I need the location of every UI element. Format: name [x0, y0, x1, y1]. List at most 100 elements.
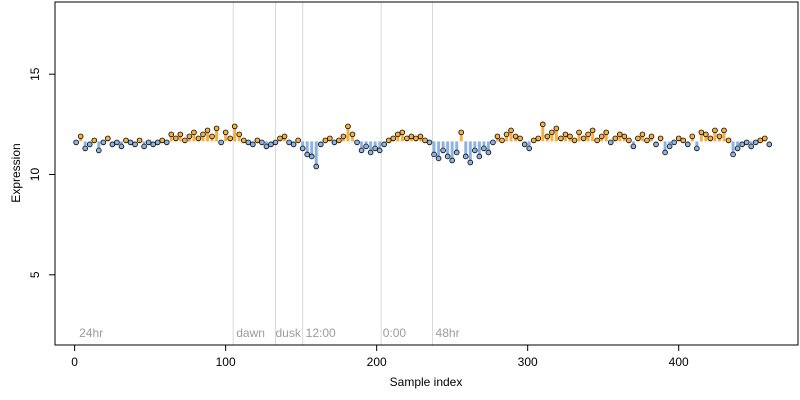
data-point: [571, 137, 578, 144]
y-tick-label: 10: [28, 168, 42, 182]
data-point: [626, 137, 632, 144]
data-point: [259, 139, 265, 146]
data-point: [580, 135, 587, 142]
data-point: [336, 137, 342, 144]
data-point: [562, 131, 569, 138]
data-point: [105, 135, 111, 142]
data-point: [462, 153, 469, 160]
data-point: [381, 141, 388, 148]
annotation-label-4: 0:00: [383, 326, 407, 340]
data-point: [684, 141, 691, 148]
data-point: [761, 135, 768, 142]
data-point: [227, 135, 233, 142]
data-point: [286, 139, 292, 146]
data-point: [327, 135, 333, 142]
data-point: [408, 133, 415, 140]
data-point: [358, 147, 365, 154]
data-point: [752, 139, 759, 146]
annotations-layer: 24hr dawn dusk 12:00 0:00 48hr: [79, 326, 459, 340]
data-point: [440, 147, 446, 154]
data-point: [503, 131, 510, 138]
baseline-layer: [74, 124, 771, 167]
data-point: [132, 141, 138, 148]
data-point: [290, 141, 297, 148]
data-point: [589, 127, 596, 134]
annotation-label-1: dawn: [236, 326, 265, 340]
data-point: [204, 127, 211, 134]
data-point: [100, 139, 107, 146]
y-axis-label: Expression: [9, 143, 23, 202]
data-point: [449, 157, 455, 164]
data-point: [612, 135, 619, 142]
data-point: [458, 129, 465, 136]
data-point: [308, 153, 315, 160]
data-point: [576, 129, 582, 136]
data-point: [680, 137, 687, 144]
data-point: [363, 143, 369, 150]
data-point: [617, 131, 623, 138]
data-point: [222, 129, 229, 136]
points-layer: [73, 121, 773, 170]
data-point: [417, 133, 424, 140]
data-point: [299, 145, 306, 152]
data-point: [712, 127, 718, 134]
data-point: [250, 141, 256, 148]
data-point: [177, 131, 184, 138]
data-point: [340, 133, 347, 140]
plot-frame: [54, 1, 799, 346]
data-point: [399, 129, 406, 136]
data-point: [304, 151, 310, 158]
data-point: [404, 135, 410, 142]
data-point: [372, 145, 378, 152]
data-point: [435, 155, 442, 162]
data-point: [313, 163, 320, 170]
data-point: [639, 131, 646, 138]
data-point: [231, 123, 238, 130]
vertical-lines-layer: [232, 2, 434, 345]
data-point: [494, 133, 501, 140]
data-point: [163, 139, 170, 146]
data-point: [653, 141, 659, 148]
data-point: [703, 131, 709, 138]
data-point: [91, 137, 98, 144]
data-point: [666, 143, 673, 150]
annotation-label-0: 24hr: [79, 326, 103, 340]
data-point: [376, 147, 383, 154]
data-point: [86, 141, 93, 148]
data-point: [544, 133, 551, 140]
data-point: [657, 135, 664, 142]
data-point: [127, 139, 134, 146]
data-point: [549, 129, 555, 136]
data-point: [517, 135, 523, 142]
data-point: [431, 151, 437, 158]
y-tick-label: 5: [28, 271, 42, 278]
data-point: [145, 139, 152, 146]
data-point: [526, 145, 532, 152]
x-tick-label: 400: [669, 355, 689, 369]
data-point: [317, 141, 324, 148]
data-point: [263, 143, 270, 150]
data-point: [349, 131, 356, 138]
data-point: [603, 129, 610, 136]
annotation-label-2: dusk: [275, 326, 301, 340]
data-point: [644, 137, 650, 144]
data-point: [218, 139, 224, 146]
data-point: [635, 135, 641, 142]
data-point: [95, 147, 102, 154]
data-point: [186, 133, 193, 140]
data-point: [748, 143, 754, 150]
data-point: [295, 137, 301, 144]
data-point: [209, 133, 215, 140]
data-point: [671, 139, 677, 146]
data-point: [721, 127, 727, 134]
data-point: [539, 121, 546, 128]
data-point: [118, 143, 125, 150]
data-point: [757, 137, 764, 144]
x-tick-label: 300: [518, 355, 538, 369]
data-point: [77, 133, 84, 140]
data-point: [508, 127, 514, 134]
data-point: [109, 141, 116, 148]
data-point: [390, 135, 397, 142]
data-point: [585, 131, 591, 138]
data-point: [675, 135, 682, 142]
